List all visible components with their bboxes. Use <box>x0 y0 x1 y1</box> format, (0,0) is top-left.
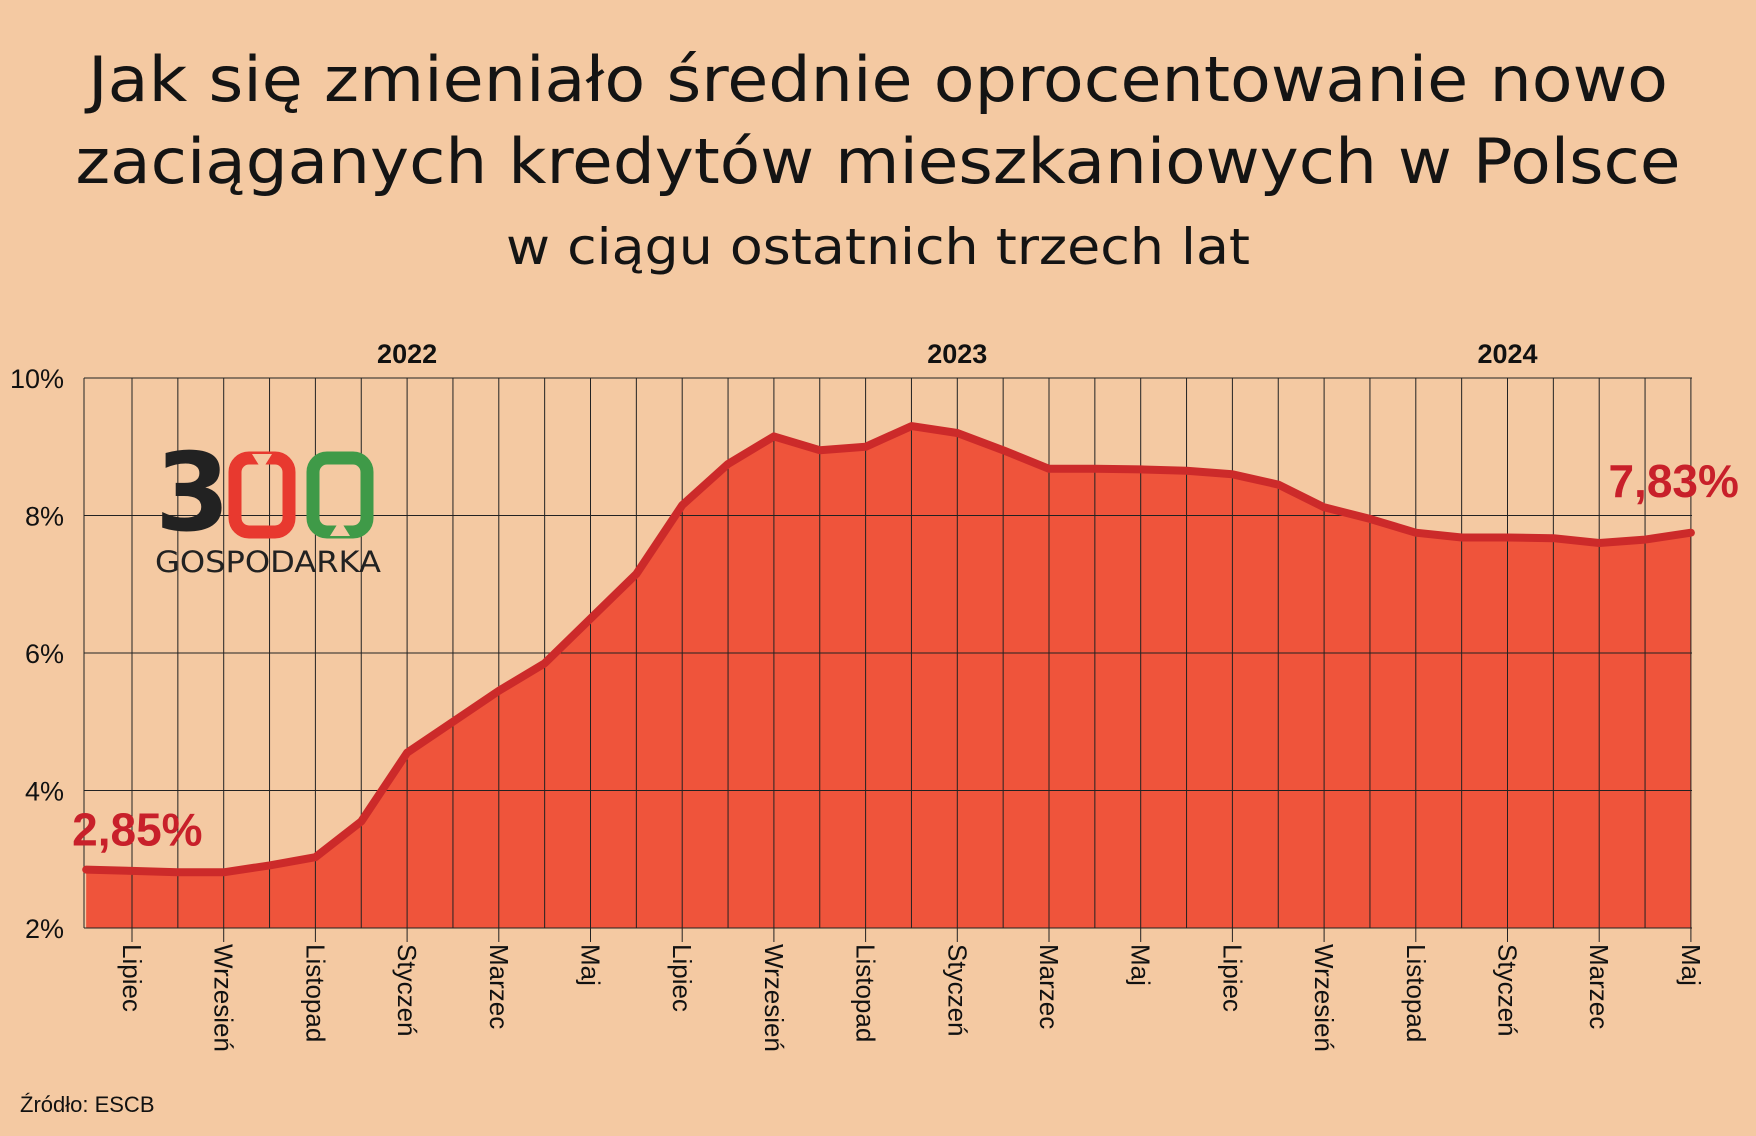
y-tick-label: 10% <box>10 364 64 394</box>
x-tick-label: Marzec <box>1034 944 1064 1029</box>
x-tick-label: Styczeń <box>1493 944 1523 1037</box>
series-line <box>82 422 1695 877</box>
x-tick-label: Maj <box>576 944 606 986</box>
x-tick-label: Marzec <box>484 944 514 1029</box>
x-tick-label: Styczeń <box>392 944 422 1037</box>
year-label: 2024 <box>1477 339 1537 369</box>
year-label: 2023 <box>927 339 987 369</box>
logo-zero-red <box>228 451 296 539</box>
x-tick-label: Marzec <box>1584 944 1614 1029</box>
logo-digit-three: 3 <box>155 431 230 556</box>
area-layer <box>86 426 1691 928</box>
x-tick-label: Lipiec <box>117 944 147 1012</box>
y-tick-label: 8% <box>25 502 64 532</box>
chart-subtitle: w ciągu ostatnich trzech lat <box>506 218 1250 276</box>
x-tick-label: Maj <box>1126 944 1156 986</box>
label-layer: 2,85% 7,83% <box>72 455 1739 855</box>
chart-title-line-1: Jak się zmieniało średnie oprocentowanie… <box>84 43 1668 116</box>
y-tick-label: 4% <box>25 777 64 807</box>
x-tick-label: Wrzesień <box>1309 944 1339 1052</box>
y-tick-label: 6% <box>25 639 64 669</box>
x-tick-label: Listopad <box>851 944 881 1042</box>
x-tick-label: Maj <box>1676 944 1706 986</box>
x-tick-label: Wrzesień <box>759 944 789 1052</box>
annotation-end-value: 7,83% <box>1608 455 1738 507</box>
x-tick-label: Styczeń <box>942 944 972 1037</box>
x-tick-label: Lipiec <box>667 944 697 1012</box>
y-tick-label: 2% <box>25 914 64 944</box>
x-tick-label: Listopad <box>300 944 330 1042</box>
year-label: 2022 <box>377 339 437 369</box>
x-tick-label: Lipiec <box>1217 944 1247 1012</box>
logo-wordmark: GOSPODARKA <box>155 545 381 579</box>
axis-layer: 2% 4% 6% 8% 10% Lipiec Wrzesień Listopad Styczeń… <box>10 339 1706 1052</box>
x-tick-label: Listopad <box>1401 944 1431 1042</box>
area-fill <box>86 426 1691 928</box>
logo-zero-green <box>306 451 374 539</box>
source-note: Źródło: ESCB <box>20 1092 155 1117</box>
logo: 3 GOSPODARKA <box>155 431 381 579</box>
chart-title-line-2: zaciąganych kredytów mieszkaniowych w Po… <box>76 125 1681 198</box>
x-tick-label: Wrzesień <box>209 944 239 1052</box>
annotation-start-value: 2,85% <box>72 804 202 856</box>
line-layer <box>82 422 1695 877</box>
